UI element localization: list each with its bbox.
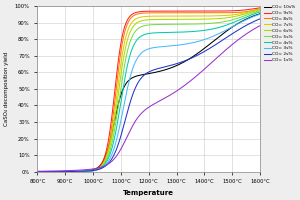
CO= 1s% [254, 27, 257, 29]
CO= 2s% [61, 170, 64, 173]
CO= 4s% [121, 89, 124, 92]
CO= 4s% [36, 170, 39, 173]
CO= 10s% [130, 77, 134, 79]
CO= 7s% [61, 170, 64, 173]
CO= 6s% [130, 26, 134, 29]
CO= 8s% [61, 170, 64, 173]
CO= 4s% [74, 170, 78, 173]
CO= 8s% [254, 9, 257, 11]
CO= 8s% [36, 170, 39, 173]
CO= 4s% [61, 170, 64, 173]
CO= 7s% [258, 8, 262, 10]
CO= 1s% [130, 125, 134, 127]
CO= 2s% [121, 128, 124, 130]
CO= 8s% [121, 39, 124, 42]
CO= 10s% [230, 26, 233, 29]
CO= 7s% [230, 14, 233, 16]
CO= 8s% [74, 170, 78, 173]
CO= 3s% [254, 15, 257, 17]
CO= 1s% [36, 170, 39, 172]
CO= 9s% [230, 10, 233, 12]
Legend: CO= 10s%, CO= 9s%, CO= 8s%, CO= 7s%, CO= 6s%, CO= 5s%, CO= 4s%, CO= 3s%, CO= 2s%: CO= 10s%, CO= 9s%, CO= 8s%, CO= 7s%, CO=… [265, 5, 296, 62]
CO= 4s% [230, 22, 233, 24]
CO= 6s% [254, 10, 257, 12]
Line: CO= 5s%: CO= 5s% [38, 11, 260, 172]
CO= 5s% [130, 35, 134, 37]
CO= 5s% [254, 11, 257, 13]
CO= 3s% [61, 170, 64, 173]
CO= 4s% [254, 12, 257, 15]
CO= 6s% [121, 61, 124, 64]
CO= 2s% [254, 19, 257, 22]
CO= 1s% [74, 169, 78, 172]
CO= 7s% [254, 9, 257, 11]
CO= 4s% [130, 47, 134, 49]
CO= 5s% [74, 170, 78, 173]
CO= 3s% [258, 13, 262, 15]
CO= 9s% [61, 170, 64, 173]
CO= 9s% [74, 170, 78, 173]
CO= 10s% [258, 13, 262, 15]
CO= 2s% [74, 170, 78, 173]
CO= 7s% [130, 21, 134, 23]
CO= 5s% [61, 170, 64, 173]
CO= 7s% [121, 50, 124, 53]
CO= 3s% [74, 170, 78, 173]
CO= 4s% [258, 11, 262, 13]
CO= 7s% [74, 170, 78, 173]
CO= 1s% [61, 170, 64, 172]
CO= 3s% [121, 110, 124, 112]
CO= 1s% [121, 144, 124, 147]
CO= 1s% [230, 44, 233, 46]
CO= 8s% [130, 15, 134, 18]
Line: CO= 2s%: CO= 2s% [38, 19, 260, 172]
CO= 1s% [258, 24, 262, 27]
CO= 2s% [36, 170, 39, 173]
Line: CO= 6s%: CO= 6s% [38, 10, 260, 172]
CO= 9s% [121, 33, 124, 35]
Line: CO= 8s%: CO= 8s% [38, 9, 260, 172]
CO= 3s% [230, 26, 233, 28]
CO= 6s% [74, 170, 78, 173]
CO= 9s% [258, 7, 262, 9]
CO= 3s% [130, 68, 134, 71]
Line: CO= 7s%: CO= 7s% [38, 9, 260, 172]
CO= 10s% [36, 170, 39, 173]
CO= 2s% [258, 18, 262, 20]
CO= 2s% [230, 33, 233, 35]
CO= 8s% [230, 11, 233, 14]
Line: CO= 1s%: CO= 1s% [38, 26, 260, 171]
CO= 9s% [36, 170, 39, 173]
CO= 5s% [258, 9, 262, 12]
Line: CO= 10s%: CO= 10s% [38, 14, 260, 172]
CO= 5s% [36, 170, 39, 173]
CO= 9s% [254, 7, 257, 10]
CO= 5s% [121, 75, 124, 77]
CO= 7s% [36, 170, 39, 173]
CO= 6s% [230, 16, 233, 18]
CO= 8s% [258, 8, 262, 10]
CO= 10s% [61, 170, 64, 173]
CO= 9s% [130, 13, 134, 15]
Line: CO= 9s%: CO= 9s% [38, 8, 260, 172]
CO= 6s% [61, 170, 64, 173]
CO= 3s% [36, 170, 39, 173]
CO= 2s% [130, 94, 134, 97]
CO= 10s% [254, 14, 257, 16]
CO= 6s% [258, 9, 262, 11]
Y-axis label: CaSO₄ decomposition yield: CaSO₄ decomposition yield [4, 52, 9, 126]
Line: CO= 4s%: CO= 4s% [38, 12, 260, 172]
CO= 6s% [36, 170, 39, 173]
CO= 10s% [74, 170, 78, 173]
CO= 10s% [121, 89, 124, 91]
X-axis label: Temperature: Temperature [123, 190, 174, 196]
Line: CO= 3s%: CO= 3s% [38, 14, 260, 172]
CO= 5s% [230, 19, 233, 21]
